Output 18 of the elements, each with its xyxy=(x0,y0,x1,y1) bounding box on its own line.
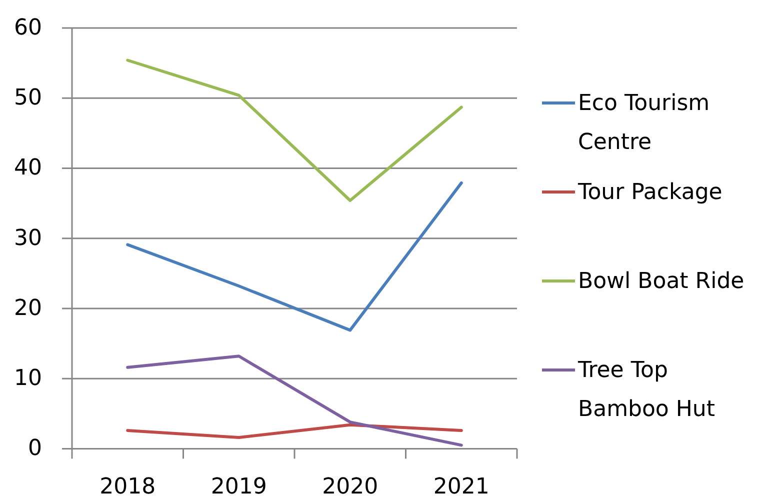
x-tick-label: 2021 xyxy=(433,474,490,500)
legend-label: Eco Tourism Centre xyxy=(578,90,710,154)
line-series xyxy=(126,58,463,202)
legend-label: Bowl Boat Ride xyxy=(578,268,744,294)
x-tick-label: 2019 xyxy=(210,474,267,500)
y-tick-label: 0 xyxy=(28,436,42,462)
y-tick-label: 30 xyxy=(14,226,42,251)
line-series xyxy=(126,354,463,447)
legend-label: Tour Package xyxy=(577,180,722,204)
y-tick-label: 10 xyxy=(14,366,42,392)
legend-label: Tree Top Bamboo Hut xyxy=(577,358,716,422)
y-tick-label: 20 xyxy=(14,296,42,321)
x-tick-label: 2020 xyxy=(322,474,378,500)
y-tick-label: 40 xyxy=(14,156,42,181)
y-tick-label: 50 xyxy=(14,86,42,111)
x-tick-label: 2018 xyxy=(100,474,156,500)
line-series xyxy=(126,181,463,332)
y-tick-label: 60 xyxy=(14,16,42,40)
